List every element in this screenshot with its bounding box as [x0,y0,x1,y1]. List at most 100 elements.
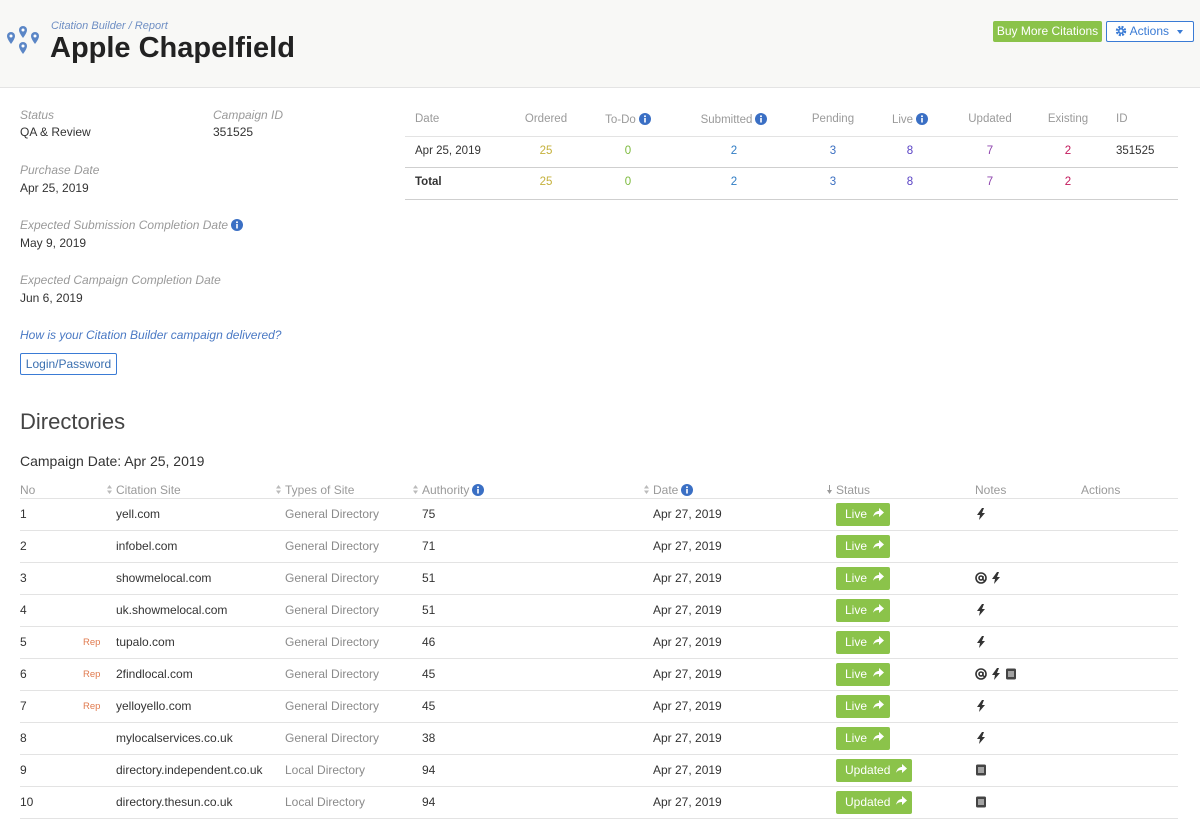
arrow-icon [872,507,884,519]
note-icon[interactable] [990,668,1002,680]
summary-cell: 7 [986,176,994,188]
cell-authority: 51 [422,603,436,617]
info-icon[interactable] [755,113,768,125]
actions-button[interactable]: Actions [1106,21,1194,42]
cell-site[interactable]: tupalo.com [116,635,175,649]
note-icon[interactable] [975,700,987,712]
note-icon[interactable] [975,796,987,808]
note-icon[interactable] [975,764,987,776]
login-button[interactable]: Login/Password [20,353,117,375]
status-button[interactable]: Live [836,535,890,558]
cell-site[interactable]: infobel.com [116,539,178,553]
info-icon[interactable] [681,484,694,496]
status-text: Live [845,507,868,521]
header-text: No [20,483,36,497]
sort-icon[interactable] [275,485,282,494]
summary-cell: 25 [539,145,553,157]
info-icon[interactable] [231,219,244,231]
note-icon[interactable] [975,732,987,744]
sort-icon[interactable] [106,485,113,494]
summary-header: Pending [773,113,893,125]
summary-header: Date [415,113,439,125]
status-button[interactable]: Live [836,631,890,654]
purchase-date-label: Purchase Date [20,163,100,177]
delivery-link[interactable]: How is your Citation Builder campaign de… [20,328,282,342]
note-icon[interactable] [975,636,987,648]
cell-site[interactable]: uk.showmelocal.com [116,603,228,617]
summary-header: Ordered [486,113,606,125]
status-button[interactable]: Live [836,599,890,622]
sort-icon[interactable] [643,485,650,494]
status-text: Live [845,571,868,585]
row-divider [20,626,1178,627]
info-icon[interactable] [472,484,485,496]
row-divider [20,530,1178,531]
note-icon[interactable] [975,572,987,584]
row-divider [20,754,1178,755]
breadcrumb-link[interactable]: Citation Builder [51,20,126,32]
sort-icon[interactable] [412,485,419,494]
logo [7,26,39,54]
cell-date: Apr 27, 2019 [653,603,722,617]
cell-date: Apr 27, 2019 [653,571,722,585]
cell-no: 10 [20,795,34,809]
header-bar: Citation Builder / Report Apple Chapelfi… [0,0,1200,88]
header-text: Actions [1081,483,1121,497]
summary-cell: 3 [829,176,837,188]
cell-site[interactable]: showmelocal.com [116,571,212,585]
label-text: Expected Submission Completion Date [20,218,229,232]
status-button[interactable]: Updated [836,759,912,782]
summary-cell: 8 [906,176,914,188]
cell-site[interactable]: mylocalservices.co.uk [116,731,233,745]
header-text: Notes [975,483,1007,497]
note-icon[interactable] [975,508,987,520]
column-header: Notes [975,483,1006,497]
info-icon[interactable] [916,113,929,125]
cell-date: Apr 27, 2019 [653,699,722,713]
cell-site[interactable]: directory.thesun.co.uk [116,795,233,809]
cell-authority: 46 [422,635,436,649]
status-text: Live [845,667,868,681]
cell-site[interactable]: 2findlocal.com [116,667,193,681]
note-icon[interactable] [975,668,987,680]
status-label: Status [20,108,55,122]
cell-authority: 38 [422,731,436,745]
breadcrumb-separator: / [128,20,132,32]
sort-icon[interactable] [826,485,833,494]
note-icon[interactable] [975,604,987,616]
header-text: Status [836,483,871,497]
cell-no: 8 [20,731,27,745]
status-button[interactable]: Live [836,727,890,750]
cell-site[interactable]: yell.com [116,507,161,521]
rep-badge: Rep [83,669,101,680]
row-divider [405,199,1178,200]
buy-button[interactable]: Buy More Citations [993,21,1102,42]
note-icon[interactable] [1005,668,1017,680]
header-text: To-Do [605,114,636,126]
info-icon[interactable] [638,113,651,125]
campaign-date: Campaign Date: Apr 25, 2019 [20,453,205,469]
status-button[interactable]: Live [836,695,890,718]
arrow-icon [872,667,884,679]
status-text: Updated [845,795,891,809]
status-button[interactable]: Live [836,567,890,590]
arrow-icon [872,731,884,743]
cell-site[interactable]: directory.independent.co.uk [116,763,263,777]
arrow-icon [895,763,907,775]
header-text: ID [1116,113,1128,125]
status-button[interactable]: Updated [836,791,912,814]
actions-label: Actions [1129,24,1170,38]
header-text: Live [891,114,914,126]
status-button[interactable]: Live [836,663,890,686]
cell-date: Apr 27, 2019 [653,795,722,809]
status-button[interactable]: Live [836,503,890,526]
cell-date: Apr 27, 2019 [653,731,722,745]
cell-no: 2 [20,539,27,553]
directories-title: Directories [20,409,126,434]
cell-site[interactable]: yelloyello.com [116,699,192,713]
column-header: Citation Site [106,483,181,497]
gear-icon [1115,25,1127,37]
summary-header: Live [850,113,970,126]
note-icon[interactable] [990,572,1002,584]
